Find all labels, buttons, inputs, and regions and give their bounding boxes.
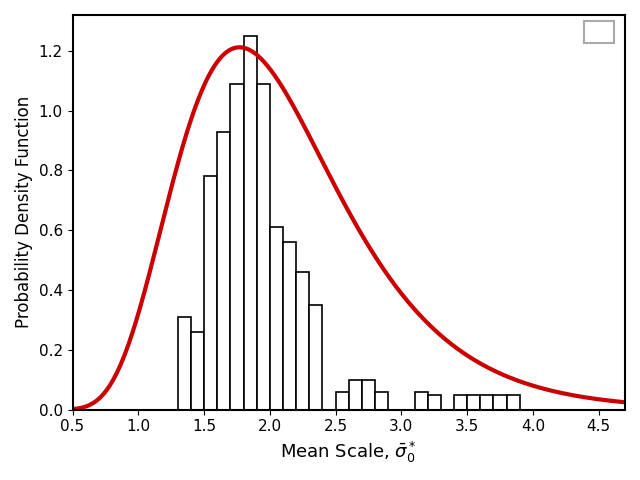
Bar bbox=[204, 177, 217, 409]
Bar bbox=[349, 380, 362, 409]
Bar bbox=[335, 392, 349, 409]
Bar bbox=[467, 395, 480, 409]
Bar bbox=[454, 395, 467, 409]
Bar bbox=[217, 132, 230, 409]
Y-axis label: Probability Density Function: Probability Density Function bbox=[15, 96, 33, 328]
Bar bbox=[415, 392, 428, 409]
Bar bbox=[375, 392, 388, 409]
Bar bbox=[309, 305, 323, 409]
Bar bbox=[584, 21, 614, 43]
Bar bbox=[191, 332, 204, 409]
Bar bbox=[362, 380, 375, 409]
Bar bbox=[178, 317, 191, 409]
Bar bbox=[507, 395, 520, 409]
Bar bbox=[230, 84, 244, 409]
X-axis label: Mean Scale, $\bar{\sigma}_0^*$: Mean Scale, $\bar{\sigma}_0^*$ bbox=[280, 440, 417, 465]
Bar bbox=[480, 395, 493, 409]
Bar bbox=[257, 84, 270, 409]
Bar bbox=[296, 272, 309, 409]
Bar bbox=[428, 395, 441, 409]
Bar bbox=[270, 227, 283, 409]
Bar bbox=[244, 36, 257, 409]
Bar bbox=[493, 395, 507, 409]
Bar bbox=[283, 242, 296, 409]
